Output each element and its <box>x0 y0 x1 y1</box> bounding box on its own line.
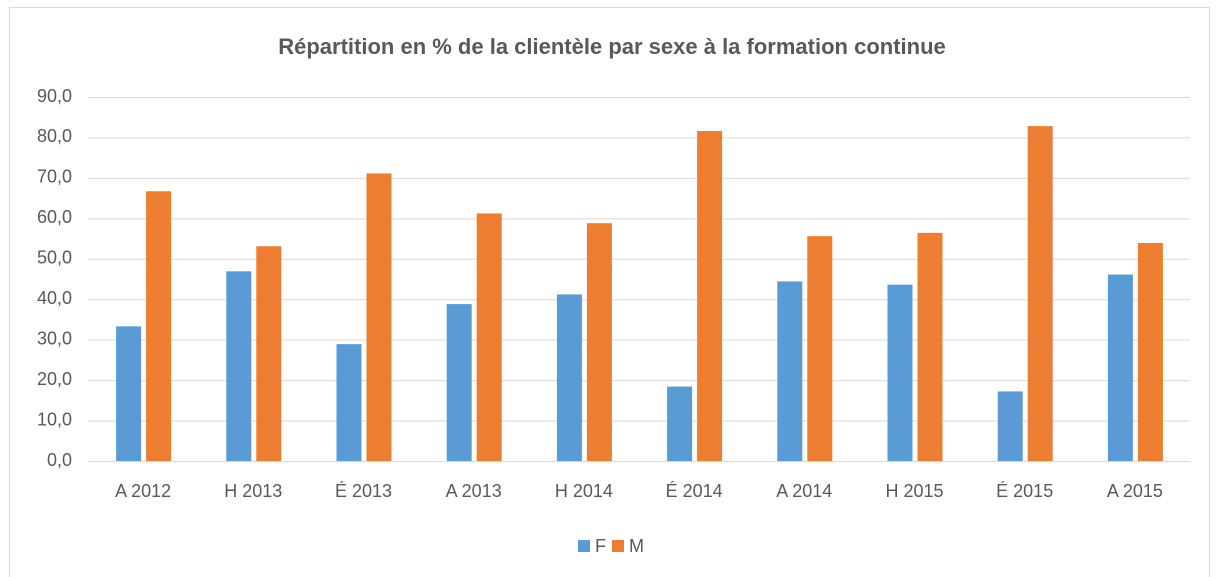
x-tick-label: A 2014 <box>776 481 832 501</box>
legend-swatch <box>578 540 590 552</box>
bar <box>556 294 582 461</box>
y-tick-label: 40,0 <box>37 288 72 308</box>
y-tick-label: 10,0 <box>37 409 72 429</box>
bar <box>476 213 502 461</box>
y-tick-label: 50,0 <box>37 248 72 268</box>
legend-label: F <box>595 536 606 556</box>
x-tick-label: É 2013 <box>335 481 392 501</box>
y-tick-label: 20,0 <box>37 369 72 389</box>
bar <box>917 232 943 461</box>
bar <box>997 391 1023 461</box>
bar <box>446 304 472 461</box>
bar <box>697 130 723 461</box>
x-tick-label: A 2015 <box>1107 481 1163 501</box>
y-tick-label: 70,0 <box>37 167 72 187</box>
bar <box>226 271 252 461</box>
x-tick-label: A 2013 <box>446 481 502 501</box>
bar <box>807 236 833 461</box>
legend-label: M <box>629 536 644 556</box>
legend-swatch <box>612 540 624 552</box>
y-tick-label: 60,0 <box>37 207 72 227</box>
x-tick-label: H 2014 <box>555 481 613 501</box>
chart-title: Répartition en % de la clientèle par sex… <box>278 34 946 59</box>
y-tick-label: 0,0 <box>47 450 72 470</box>
x-tick-label: A 2012 <box>115 481 171 501</box>
x-tick-label: É 2015 <box>996 481 1053 501</box>
y-tick-label: 30,0 <box>37 328 72 348</box>
bar <box>1137 243 1163 461</box>
bar <box>586 223 612 461</box>
bar <box>366 173 392 461</box>
x-tick-label: H 2015 <box>885 481 943 501</box>
bar <box>146 191 172 462</box>
bar <box>777 281 803 461</box>
bar <box>667 386 693 461</box>
bar <box>116 326 142 461</box>
x-tick-label: H 2013 <box>224 481 282 501</box>
bar <box>336 344 362 461</box>
y-tick-label: 90,0 <box>37 86 72 106</box>
y-tick-label: 80,0 <box>37 126 72 146</box>
bar <box>1107 274 1133 461</box>
bar <box>256 246 282 461</box>
bar <box>887 284 913 461</box>
bar <box>1027 126 1053 462</box>
x-tick-label: É 2014 <box>666 481 723 501</box>
